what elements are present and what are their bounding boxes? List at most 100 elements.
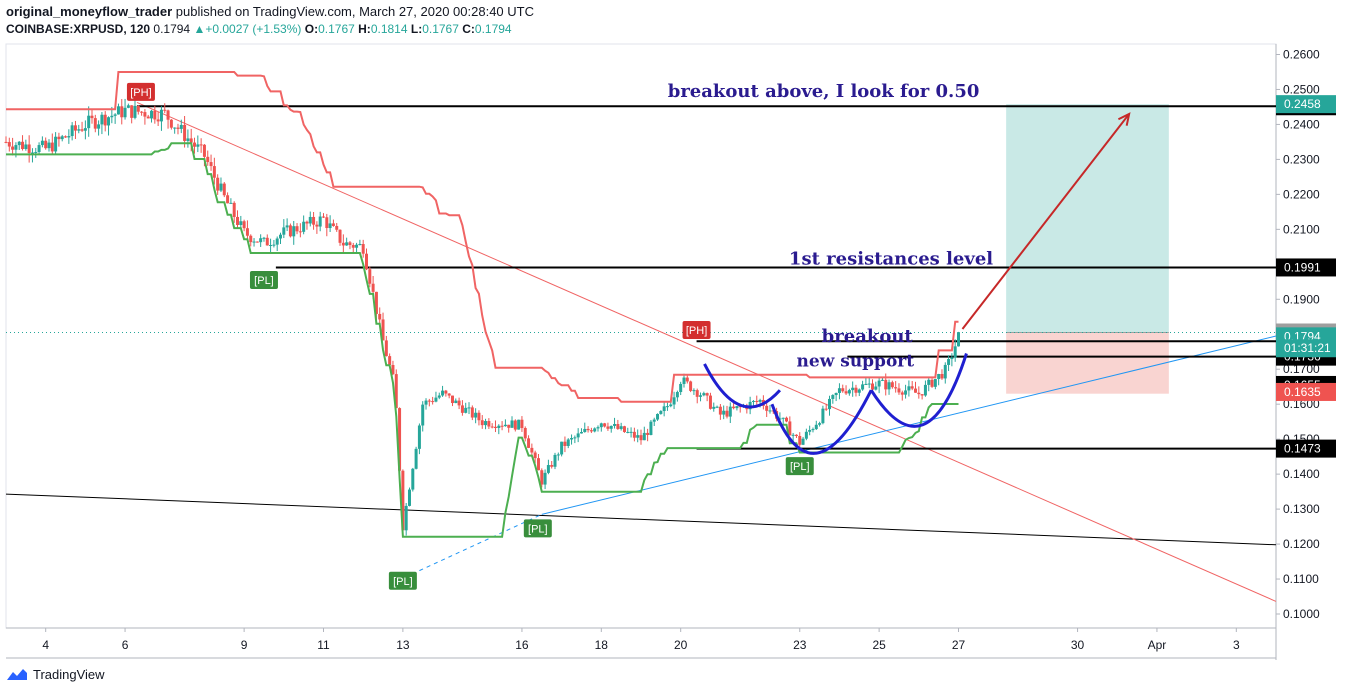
candle-body bbox=[679, 383, 683, 393]
y-tick-label: 0.1100 bbox=[1283, 572, 1319, 586]
x-tick-label: 16 bbox=[515, 638, 529, 652]
candle-body bbox=[672, 397, 676, 405]
candle-body bbox=[262, 237, 266, 239]
candle-body bbox=[510, 420, 514, 428]
candle-body bbox=[907, 386, 911, 391]
candle-body bbox=[107, 117, 111, 126]
candle-body bbox=[576, 433, 580, 438]
y-tick-label: 0.2200 bbox=[1283, 187, 1320, 201]
candle-body bbox=[927, 379, 931, 385]
candle-body bbox=[358, 244, 362, 246]
ohlc-bar: COINBASE:XRPUSD, 120 0.1794 ▲+0.0027 (+1… bbox=[6, 22, 512, 36]
candle-body bbox=[477, 412, 481, 421]
pivot-low-badge bbox=[523, 519, 552, 538]
author-name[interactable]: original_moneyflow_trader bbox=[6, 4, 173, 19]
candle-body bbox=[404, 505, 408, 531]
y-tick-label: 0.1300 bbox=[1283, 502, 1320, 516]
candle-body bbox=[728, 406, 732, 417]
pivot-low-badge bbox=[785, 457, 814, 476]
candle-body bbox=[90, 115, 94, 119]
candle-body bbox=[847, 390, 851, 394]
candle-body bbox=[83, 128, 87, 131]
candle-body bbox=[811, 429, 815, 431]
candle-body bbox=[699, 395, 703, 397]
candle-body bbox=[193, 142, 197, 147]
candle-body bbox=[179, 124, 183, 129]
candle-body bbox=[318, 216, 322, 227]
candle-body bbox=[70, 125, 74, 137]
candle-body bbox=[143, 112, 147, 117]
candle-body bbox=[910, 386, 914, 389]
candle-body bbox=[841, 388, 845, 392]
candle-body bbox=[546, 465, 550, 473]
symbol-label[interactable]: COINBASE:XRPUSD, 120 bbox=[6, 22, 151, 36]
close-value: 0.1794 bbox=[474, 22, 512, 36]
candle-body bbox=[536, 458, 540, 471]
candle-body bbox=[556, 454, 560, 456]
candle-body bbox=[778, 418, 782, 420]
candle-body bbox=[431, 401, 435, 403]
stop-zone bbox=[1006, 332, 1169, 394]
candle-body bbox=[821, 408, 825, 424]
candle-body bbox=[113, 114, 117, 116]
candle-body bbox=[391, 365, 395, 375]
candle-body bbox=[695, 390, 699, 397]
candle-body bbox=[705, 393, 709, 396]
candle-body bbox=[682, 377, 686, 384]
candle-body bbox=[953, 346, 957, 358]
candle-body bbox=[609, 425, 613, 429]
candle-body bbox=[758, 399, 762, 402]
candle-body bbox=[791, 434, 795, 436]
level-price-tag bbox=[1276, 439, 1336, 458]
tradingview-brand[interactable]: TradingView bbox=[6, 667, 105, 682]
x-tick-label: 30 bbox=[1071, 638, 1085, 652]
candle-body bbox=[659, 411, 663, 414]
candle-body bbox=[140, 111, 144, 113]
candle-body bbox=[212, 166, 216, 178]
close-label: C: bbox=[462, 22, 475, 36]
price-tag bbox=[1276, 382, 1336, 401]
candle-body bbox=[563, 441, 567, 446]
projection-arrow bbox=[961, 113, 1130, 330]
chart-annotation: new support bbox=[797, 351, 915, 371]
level-price-tag-text: 0.1473 bbox=[1284, 442, 1321, 456]
candle-body bbox=[837, 388, 841, 393]
candle-body bbox=[467, 407, 471, 409]
candle-body bbox=[543, 472, 547, 485]
candle-body bbox=[146, 116, 150, 119]
candle-body bbox=[275, 238, 279, 245]
candle-body bbox=[427, 400, 431, 402]
candle-body bbox=[411, 468, 415, 490]
candle-body bbox=[933, 379, 937, 387]
candle-body bbox=[864, 383, 868, 385]
candle-body bbox=[394, 374, 398, 409]
candle-body bbox=[110, 115, 114, 118]
candle-body bbox=[136, 105, 140, 112]
candle-body bbox=[398, 408, 402, 471]
candle-body bbox=[470, 407, 474, 418]
candle-body bbox=[371, 283, 375, 292]
candle-body bbox=[613, 424, 617, 426]
candle-body bbox=[255, 241, 259, 243]
brand-name: TradingView bbox=[33, 667, 105, 682]
candle-body bbox=[616, 424, 620, 429]
candle-body bbox=[308, 216, 312, 224]
candle-body bbox=[202, 144, 206, 157]
candle-body bbox=[103, 114, 107, 126]
candle-body bbox=[480, 420, 484, 426]
candle-body bbox=[596, 427, 600, 429]
candle-body bbox=[464, 407, 468, 413]
candle-body bbox=[656, 413, 660, 420]
pivot-high-badge bbox=[682, 321, 711, 340]
candle-body bbox=[675, 392, 679, 398]
price-tag bbox=[1276, 95, 1336, 114]
candle-body bbox=[689, 381, 693, 391]
candle-body bbox=[355, 244, 359, 248]
pivot-label: [PL] bbox=[790, 461, 810, 473]
candle-body bbox=[874, 386, 878, 390]
candle-body bbox=[437, 395, 441, 398]
pivot-label: [PL] bbox=[254, 275, 274, 287]
candle-body bbox=[831, 395, 835, 399]
candle-body bbox=[54, 136, 58, 152]
